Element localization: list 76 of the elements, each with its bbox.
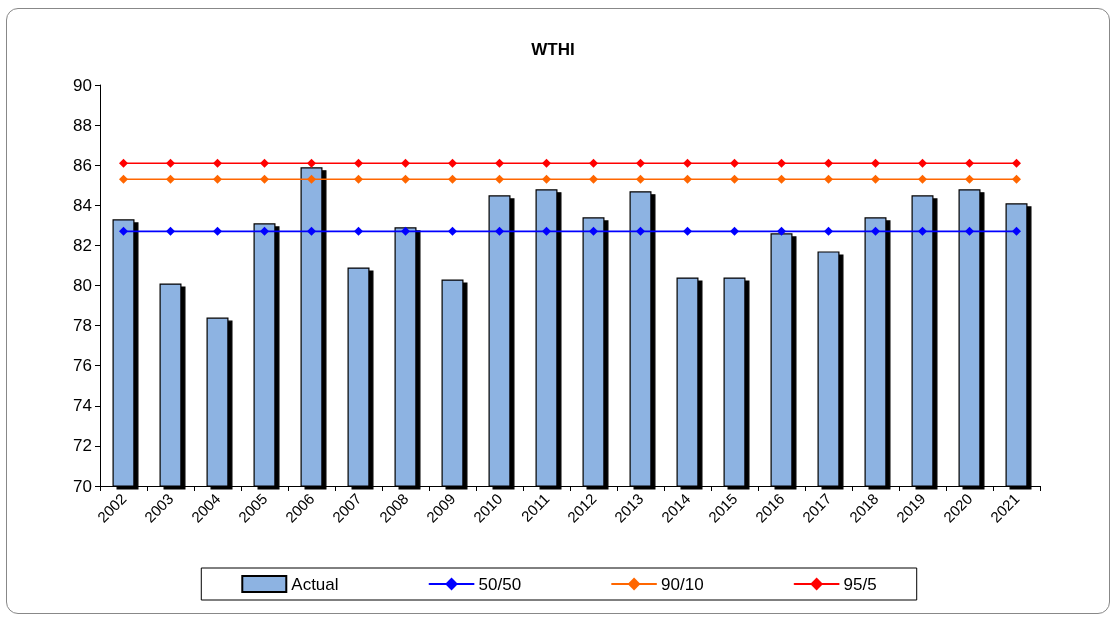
- point: [213, 174, 222, 184]
- legend-label: 90/10: [661, 574, 704, 594]
- point: [589, 158, 598, 168]
- legend-label: 95/5: [843, 574, 877, 594]
- legend-label: Actual: [291, 574, 339, 594]
- point: [824, 226, 833, 236]
- y-tick-label: 88: [73, 115, 92, 135]
- point: [636, 174, 645, 184]
- point: [918, 226, 927, 236]
- point: [965, 174, 974, 184]
- point: [542, 226, 551, 236]
- point: [918, 174, 927, 184]
- point: [1012, 226, 1021, 236]
- y-tick-label: 74: [73, 396, 92, 416]
- point: [495, 158, 504, 168]
- y-tick-label: 82: [73, 235, 92, 255]
- point: [166, 174, 175, 184]
- y-tick-label: 76: [73, 356, 92, 376]
- point: [260, 174, 269, 184]
- point: [965, 158, 974, 168]
- y-tick-label: 90: [73, 75, 92, 95]
- y-tick-label: 86: [73, 155, 92, 175]
- point: [824, 158, 833, 168]
- point: [636, 158, 645, 168]
- point: [871, 226, 880, 236]
- point: [213, 158, 222, 168]
- point: [871, 158, 880, 168]
- point: [448, 158, 457, 168]
- point: [213, 226, 222, 236]
- point: [448, 226, 457, 236]
- legend-label: 50/50: [478, 574, 522, 594]
- point: [307, 158, 316, 168]
- point: [871, 174, 880, 184]
- point: [401, 226, 410, 236]
- point: [260, 158, 269, 168]
- point: [683, 226, 692, 236]
- point: [589, 226, 598, 236]
- point: [1012, 174, 1021, 184]
- point: [495, 226, 504, 236]
- point: [636, 226, 645, 236]
- point: [307, 226, 316, 236]
- point: [119, 158, 128, 168]
- point: [260, 226, 269, 236]
- point: [730, 158, 739, 168]
- y-tick-label: 70: [73, 476, 92, 496]
- point: [542, 158, 551, 168]
- point: [354, 226, 363, 236]
- point: [307, 174, 316, 184]
- point: [166, 226, 175, 236]
- point: [401, 158, 410, 168]
- point: [730, 226, 739, 236]
- y-tick-label: 84: [73, 195, 92, 215]
- point: [166, 158, 175, 168]
- point: [824, 174, 833, 184]
- point: [730, 174, 739, 184]
- point: [448, 174, 457, 184]
- y-tick-label: 80: [73, 276, 92, 295]
- point: [777, 174, 786, 184]
- y-tick-label: 72: [73, 436, 92, 456]
- point: [589, 174, 598, 184]
- point: [401, 174, 410, 184]
- point: [354, 158, 363, 168]
- point: [965, 226, 974, 236]
- chart-title: WTHI: [531, 40, 575, 59]
- point: [918, 158, 927, 168]
- point: [119, 174, 128, 184]
- point: [495, 174, 504, 184]
- point: [119, 226, 128, 236]
- point: [1012, 158, 1021, 168]
- point: [777, 226, 786, 236]
- point: [683, 174, 692, 184]
- point: [683, 158, 692, 168]
- point: [777, 158, 786, 168]
- y-tick-label: 78: [73, 316, 92, 336]
- point: [354, 174, 363, 184]
- point: [542, 174, 551, 184]
